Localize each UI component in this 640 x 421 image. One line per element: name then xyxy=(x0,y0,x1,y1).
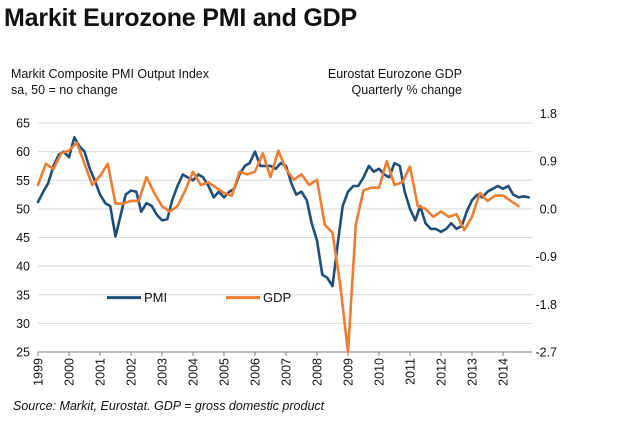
x-tick-label: 2012 xyxy=(435,358,449,386)
right-y-tick-label: 1.8 xyxy=(540,107,557,121)
left-y-tick-label: 40 xyxy=(16,260,30,274)
x-tick-label: 2002 xyxy=(125,358,139,386)
x-tick-label: 2010 xyxy=(373,358,387,386)
left-axis-label-line-1: Markit Composite PMI Output Index xyxy=(11,67,209,81)
left-y-tick-label: 30 xyxy=(16,317,30,331)
x-ticks: 1999 2000 2001 2002 2003 2004 2005 2006 2007 2008… xyxy=(32,352,511,386)
right-axis-label-line-1: Eurostat Eurozone GDP xyxy=(327,67,462,81)
x-tick-label: 2005 xyxy=(218,358,232,386)
x-tick-label: 2011 xyxy=(404,358,418,385)
series-lines xyxy=(36,136,531,354)
x-tick-label: 2009 xyxy=(342,358,356,386)
x-tick-label: 2013 xyxy=(466,358,480,386)
left-y-tick-label: 25 xyxy=(16,346,30,360)
gridlines xyxy=(38,122,532,353)
series-line-gdp xyxy=(36,141,520,354)
source-note: Source: Markit, Eurostat. GDP = gross do… xyxy=(13,399,325,413)
left-y-ticks: 65 60 55 50 45 40 35 30 25 xyxy=(16,117,30,360)
right-axis-label: Eurostat Eurozone GDP Quarterly % change xyxy=(328,66,462,98)
chart-title: Markit Eurozone PMI and GDP xyxy=(4,4,357,32)
left-y-tick-label: 55 xyxy=(16,174,30,188)
x-tick-label: 2014 xyxy=(497,358,511,386)
x-tick-label: 2003 xyxy=(156,358,170,386)
left-axis-label: Markit Composite PMI Output Index sa, 50… xyxy=(11,66,209,98)
right-y-ticks: 1.8 0.9 0.0 -0.9 -1.8 -2.7 xyxy=(535,107,557,360)
right-y-tick-label: 0.9 xyxy=(540,155,557,169)
legend-item-pmi: PMI xyxy=(107,290,167,305)
left-y-tick-label: 35 xyxy=(16,288,30,302)
x-tick-label: 2001 xyxy=(94,358,108,386)
left-y-tick-label: 50 xyxy=(16,202,30,216)
right-y-tick-label: -1.8 xyxy=(535,298,557,312)
x-tick-label: 1999 xyxy=(32,358,46,386)
left-axis-label-line-2: sa, 50 = no change xyxy=(11,83,118,97)
x-tick-label: 2008 xyxy=(311,358,325,386)
left-y-tick-label: 45 xyxy=(16,231,30,245)
left-y-tick-label: 65 xyxy=(16,117,30,131)
legend-item-gdp: GDP xyxy=(226,290,291,305)
right-y-tick-label: -0.9 xyxy=(535,250,557,264)
right-y-tick-label: 0.0 xyxy=(540,202,557,216)
x-tick-label: 2007 xyxy=(280,358,294,386)
x-tick-label: 2004 xyxy=(187,358,201,386)
legend: PMI GDP xyxy=(107,290,291,305)
right-axis-label-line-2: Quarterly % change xyxy=(351,83,462,97)
left-y-tick-label: 60 xyxy=(16,145,30,159)
x-tick-label: 2000 xyxy=(63,358,77,386)
legend-label: PMI xyxy=(144,290,167,305)
legend-label: GDP xyxy=(263,290,291,305)
right-y-tick-label: -2.7 xyxy=(535,346,557,360)
x-tick-label: 2006 xyxy=(249,358,263,386)
